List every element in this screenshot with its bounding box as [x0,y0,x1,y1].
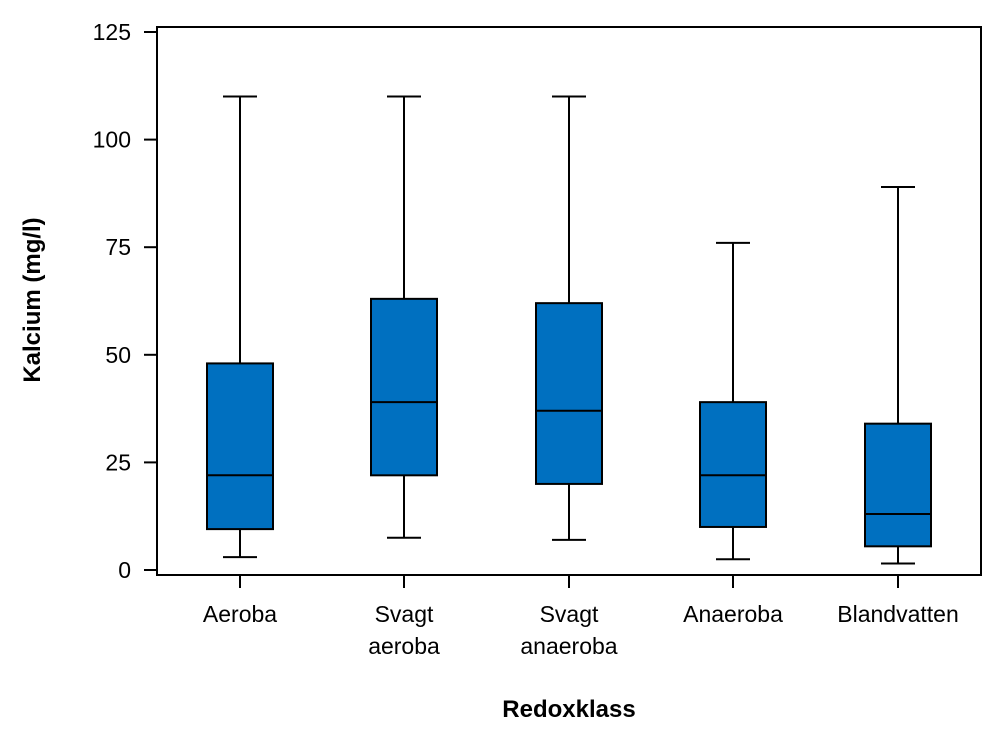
x-category-label-line: Svagt [375,601,434,627]
box-3 [535,95,603,541]
boxes-group [206,95,932,565]
iqr-box [206,362,274,531]
x-category-label: Svagt aeroba [368,601,440,659]
iqr-box [535,302,603,485]
box-2 [370,95,438,539]
x-category-label: Anaeroba [683,601,783,627]
iqr-box [864,422,932,548]
x-category-label-line: Aeroba [203,601,277,627]
y-tick-label: 100 [93,127,131,153]
x-category-label-line: Svagt [540,601,599,627]
y-tick-label: 75 [105,234,131,260]
x-category-label: Blandvatten [837,601,958,627]
x-category-label-line: aeroba [368,633,440,659]
x-category-label-line: Blandvatten [837,601,958,627]
iqr-box [370,297,438,477]
y-axis: 0 25 50 75 100 125 [93,19,157,583]
box-1 [206,95,274,559]
x-axis: Aeroba Svagt aeroba Svagt anaeroba Anaeroba Bl… [203,575,959,659]
y-tick-label: 0 [118,557,131,583]
x-axis-title: Redoxklass [502,696,635,723]
y-tick-label: 50 [105,342,131,368]
box-5 [864,185,932,565]
y-tick-label: 25 [105,449,131,475]
iqr-box [699,401,767,528]
box-4 [699,241,767,561]
x-category-label-line: anaeroba [520,633,617,659]
y-tick-label: 125 [93,19,131,45]
x-category-label-line: Anaeroba [683,601,783,627]
x-category-label: Svagt anaeroba [520,601,617,659]
x-category-label: Aeroba [203,601,277,627]
y-axis-title: Kalcium (mg/l) [19,217,46,382]
